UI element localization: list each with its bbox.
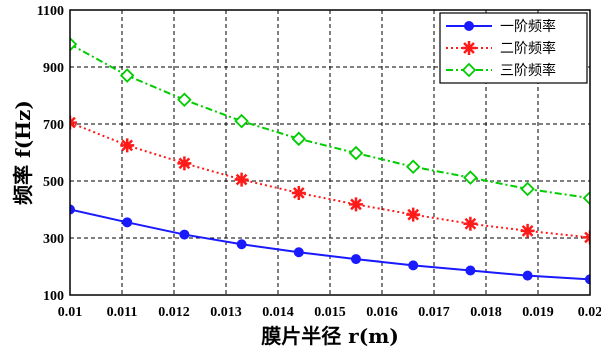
data-point (406, 207, 421, 222)
data-point (520, 181, 535, 197)
data-point (70, 36, 78, 52)
data-point (120, 138, 135, 153)
y-tick-label: 1100 (37, 4, 64, 19)
data-point (234, 172, 249, 187)
data-point (349, 197, 363, 212)
data-point (122, 217, 133, 228)
data-point (522, 270, 533, 281)
data-point (463, 170, 478, 185)
y-tick-label: 300 (43, 232, 64, 247)
x-tick-label: 0.01 (58, 305, 83, 320)
x-tick-label: 0.017 (418, 305, 450, 320)
ticks: 0.01 0.011 0.012 0.013 0.014 0.015 0.016 0.017 0… (37, 4, 601, 320)
data-point (405, 159, 421, 175)
data-point (291, 185, 306, 200)
series-2 (70, 115, 590, 245)
data-point (234, 113, 249, 129)
data-point (465, 265, 476, 276)
data-point (582, 190, 590, 206)
data-point (351, 254, 361, 265)
series-3 (70, 36, 590, 206)
x-tick-label: 0.012 (158, 305, 190, 320)
data-point (520, 223, 535, 238)
x-tick-label: 0.019 (522, 305, 554, 320)
plot-frame (69, 9, 591, 296)
legend-marker (461, 62, 477, 78)
x-tick-label: 0.011 (107, 305, 138, 320)
x-tick-label: 0.016 (366, 305, 398, 320)
data-point (177, 92, 192, 108)
y-tick-label: 700 (43, 118, 64, 133)
grid (70, 10, 590, 295)
legend-item: 三阶频率 (446, 62, 556, 79)
series-line (70, 43, 590, 200)
data-point (585, 274, 590, 285)
data-point (177, 156, 192, 171)
data-point (408, 260, 419, 271)
series-layer (70, 36, 590, 285)
x-tick-label: 0.013 (210, 305, 242, 320)
series-line (70, 121, 590, 239)
series-line (70, 208, 590, 281)
y-tick-label: 100 (43, 289, 64, 304)
data-point (291, 131, 307, 147)
legend-marker (462, 41, 476, 55)
legend-label: 三阶频率 (500, 62, 556, 79)
y-tick-label: 500 (43, 175, 64, 190)
legend-label: 一阶频率 (500, 18, 556, 35)
legend-marker (464, 21, 474, 31)
data-point (293, 247, 304, 258)
data-point (70, 204, 75, 215)
data-point (348, 145, 364, 161)
x-axis-label: 膜片半径 r(m) (260, 324, 399, 348)
x-tick-label: 0.02 (578, 305, 601, 320)
data-point (179, 229, 190, 240)
x-tick-label: 0.015 (314, 305, 346, 320)
x-tick-label: 0.018 (470, 305, 502, 320)
legend-label: 二阶频率 (500, 40, 556, 57)
data-point (463, 216, 478, 231)
x-tick-label: 0.014 (262, 305, 294, 320)
legend-item: 二阶频率 (446, 40, 556, 57)
data-point (236, 239, 247, 250)
y-axis-label: 频率 f(Hz) (11, 100, 35, 205)
legend-item: 一阶频率 (446, 18, 556, 35)
data-point (119, 68, 135, 83)
y-tick-label: 900 (43, 61, 64, 76)
series-1 (70, 204, 590, 285)
